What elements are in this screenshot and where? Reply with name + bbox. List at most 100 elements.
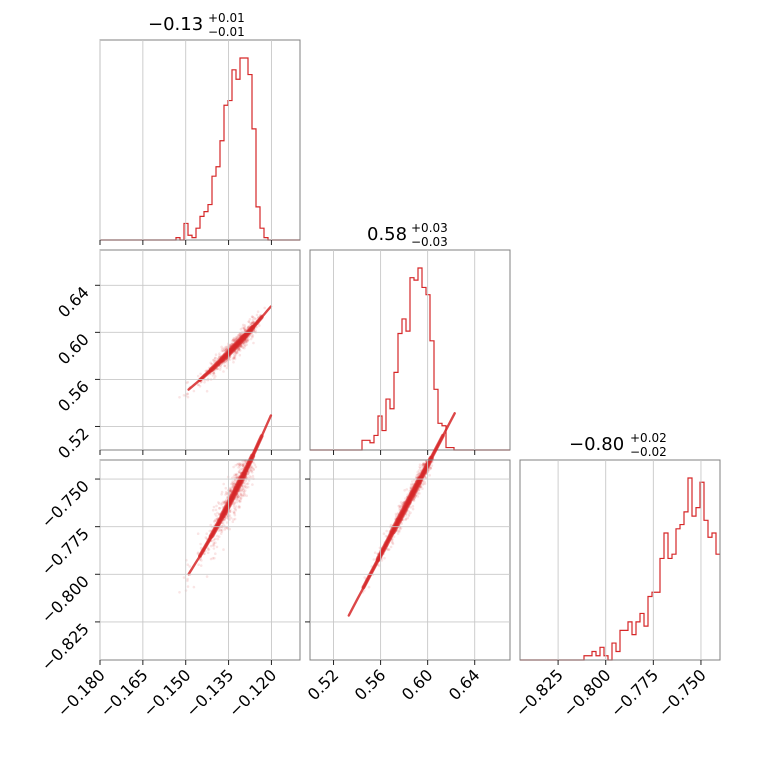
sample-point [372, 558, 376, 561]
sample-point [238, 506, 242, 509]
sample-point [394, 512, 398, 516]
sample-point [243, 341, 247, 344]
sample-point [241, 323, 245, 327]
sample-point [211, 508, 215, 512]
sample-point [419, 466, 422, 470]
sample-point [241, 464, 244, 467]
sample-point [220, 528, 224, 532]
x-tick-label: −0.825 [512, 665, 567, 720]
sample-point [241, 494, 244, 498]
sample-point [409, 511, 412, 514]
sample-point [223, 528, 227, 531]
sample-point [412, 499, 416, 502]
sample-point [218, 506, 221, 510]
sample-point [421, 487, 424, 491]
sample-point [253, 317, 256, 320]
sample-point [241, 460, 244, 463]
sample-point [232, 511, 236, 515]
sample-point [421, 482, 425, 485]
sample-point [229, 488, 232, 491]
sample-point [404, 518, 407, 521]
sample-point [252, 461, 255, 464]
sample-point [217, 535, 221, 538]
y-tick-label: −0.800 [38, 572, 93, 627]
sample-point [255, 313, 259, 317]
sample-point [220, 503, 223, 506]
sample-point [250, 315, 254, 319]
sample-point [380, 559, 384, 562]
sample-point [221, 521, 225, 525]
sample-point [233, 354, 237, 358]
sample-point [237, 495, 240, 498]
sample-point [423, 462, 426, 466]
sample-point [212, 372, 216, 376]
sample-point [398, 504, 401, 508]
y-tick-label: 0.60 [54, 330, 93, 369]
sample-point [232, 336, 236, 340]
sample-point [243, 461, 247, 465]
sample-point [220, 490, 224, 494]
sample-point [232, 465, 235, 469]
sample-point [420, 464, 424, 467]
sample-point [241, 326, 244, 330]
sample-point [235, 335, 238, 339]
hist-panel-3-histogram [520, 477, 720, 661]
sample-point [241, 464, 245, 467]
sample-point [222, 523, 225, 527]
sample-point [251, 334, 255, 337]
sample-point [418, 465, 422, 469]
sample-point [235, 351, 238, 354]
sample-point [248, 468, 252, 472]
sample-point [244, 479, 248, 483]
sample-point [200, 559, 203, 562]
sample-point [244, 328, 247, 331]
sample-point [182, 394, 186, 397]
sample-point [422, 462, 426, 466]
sample-point [239, 493, 243, 496]
sample-point [222, 361, 225, 365]
sample-point [249, 468, 252, 472]
title-param-1-plus: +0.01 [208, 11, 245, 25]
sample-point [199, 372, 202, 376]
x-tick-label: 0.56 [351, 665, 390, 704]
sample-point [225, 347, 228, 351]
sample-point [229, 516, 233, 520]
sample-point [224, 490, 228, 494]
hist-panel-1 [99, 39, 301, 241]
sample-point [236, 351, 239, 355]
sample-point [223, 364, 227, 368]
title-param-3-minus: −0.02 [630, 445, 667, 459]
sample-point [235, 498, 238, 502]
sample-point [233, 353, 236, 357]
sample-point [220, 347, 224, 351]
sample-point [207, 548, 211, 551]
sample-point [396, 532, 400, 535]
sample-point [233, 517, 237, 521]
sample-point [238, 465, 241, 468]
hist-panel-1-histogram [100, 57, 300, 241]
sample-point [243, 490, 246, 493]
sample-point [224, 486, 228, 490]
sample-point [228, 344, 232, 347]
x-tick-label: −0.800 [559, 665, 614, 720]
x-tick-label: −0.775 [607, 665, 662, 720]
sample-point [210, 362, 213, 366]
sample-point [248, 318, 252, 321]
sample-point [247, 479, 251, 482]
sample-point [237, 506, 240, 509]
sample-point [423, 482, 427, 486]
y-tick-label: 0.52 [54, 424, 93, 463]
sample-point [229, 489, 232, 492]
sample-point [209, 557, 213, 561]
sample-point [229, 489, 232, 493]
sample-point [232, 338, 235, 342]
sample-point [246, 338, 250, 342]
sample-point [251, 466, 254, 470]
sample-point [240, 488, 243, 491]
sample-point [237, 347, 240, 351]
hist-panel-2 [309, 249, 511, 451]
sample-point [221, 349, 225, 353]
sample-point [178, 591, 181, 594]
sample-point [182, 576, 186, 579]
sample-point [235, 351, 239, 354]
